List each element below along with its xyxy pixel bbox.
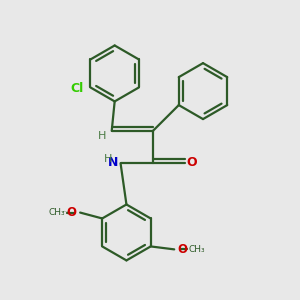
Text: H: H	[104, 154, 112, 164]
Text: methoxy: methoxy	[63, 211, 69, 212]
Text: Cl: Cl	[71, 82, 84, 95]
Text: N: N	[108, 156, 118, 169]
Text: O: O	[178, 243, 188, 256]
Text: H: H	[98, 131, 106, 141]
Text: O: O	[67, 206, 76, 219]
Text: CH₃: CH₃	[49, 208, 65, 217]
Text: CH₃: CH₃	[189, 244, 206, 253]
Text: O: O	[187, 156, 197, 169]
